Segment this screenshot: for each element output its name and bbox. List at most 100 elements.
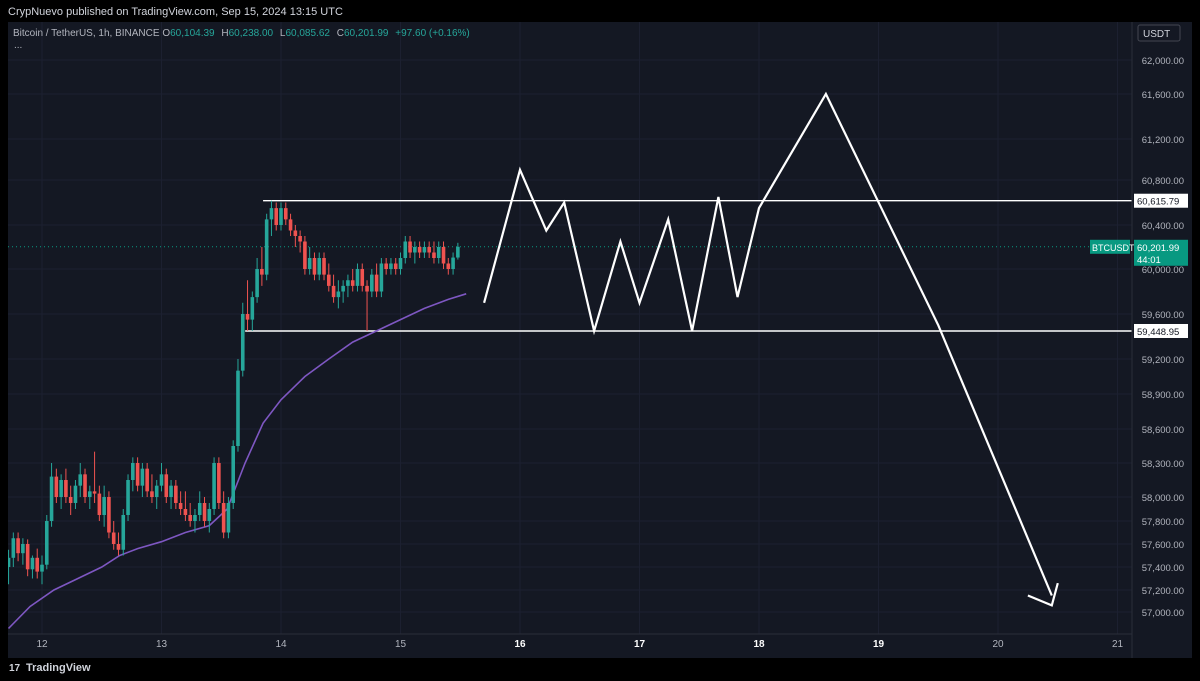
candle-body xyxy=(336,291,341,298)
time-tick-label: 21 xyxy=(1112,639,1124,650)
candle xyxy=(169,480,173,509)
candle-body xyxy=(154,485,159,497)
candle xyxy=(150,474,154,503)
projection-drawing[interactable] xyxy=(483,91,1059,607)
candle xyxy=(59,474,63,509)
candle xyxy=(240,302,245,377)
candle xyxy=(274,202,279,231)
candle xyxy=(322,252,326,281)
legend-more-icon[interactable]: ... xyxy=(14,40,23,51)
candle xyxy=(250,291,255,331)
candle-body xyxy=(255,269,259,298)
level-price-label: 59,448.95 xyxy=(1137,327,1179,338)
candles xyxy=(8,200,460,585)
price-tick-label: 58,600.00 xyxy=(1142,425,1184,436)
candle-body xyxy=(121,515,126,550)
candle xyxy=(174,480,178,509)
candle xyxy=(279,202,283,231)
low-label: L xyxy=(279,28,286,39)
candle xyxy=(327,263,331,292)
price-tick-label: 60,800.00 xyxy=(1142,176,1184,187)
price-tick-label: 62,000.00 xyxy=(1142,56,1184,67)
candle-body xyxy=(54,476,59,497)
candle xyxy=(30,555,35,579)
candle xyxy=(140,463,145,497)
publisher-text: CrypNuevo published on TradingView.com, … xyxy=(8,6,343,18)
candle-body xyxy=(293,230,298,236)
projection-path[interactable] xyxy=(483,91,1053,596)
candle xyxy=(288,213,293,236)
candle-body xyxy=(231,446,235,503)
price-tick-label: 57,800.00 xyxy=(1142,517,1184,528)
candle-body xyxy=(436,247,441,258)
price-chart[interactable]: USDT 62,000.00 61,600.00 61,200.00 60,800.00… xyxy=(8,22,1192,658)
time-axis[interactable]: 12 13 14 15 16 17 18 19 20 21 xyxy=(8,633,1132,650)
level-price-label: 60,615.79 xyxy=(1137,197,1179,208)
candle xyxy=(159,463,164,492)
price-tick-label: 60,400.00 xyxy=(1142,221,1184,232)
candle xyxy=(164,468,169,503)
moving-average-line xyxy=(8,293,467,630)
candle xyxy=(436,241,441,264)
candle-body xyxy=(451,257,455,269)
candle xyxy=(231,440,235,509)
candle xyxy=(145,463,149,497)
candle xyxy=(417,241,422,258)
candle xyxy=(413,241,417,264)
candle xyxy=(121,509,126,556)
candle-body xyxy=(236,370,240,446)
candle-body xyxy=(207,509,212,521)
candle xyxy=(64,468,68,503)
candle xyxy=(432,241,436,264)
candle-body xyxy=(288,219,293,231)
candle-body xyxy=(303,241,307,269)
last-price-tag xyxy=(1134,239,1188,266)
candle-body xyxy=(240,314,245,371)
symbol-tag xyxy=(1090,239,1130,254)
candle xyxy=(307,247,312,275)
candle-body xyxy=(346,280,350,286)
candle-body xyxy=(283,208,288,220)
projection-arrow-head[interactable] xyxy=(1027,582,1059,607)
candle-body xyxy=(217,463,221,503)
candle-body xyxy=(427,247,431,253)
candle-body xyxy=(116,544,121,550)
candle-body xyxy=(169,485,173,497)
candle-body xyxy=(374,274,379,292)
candle-body xyxy=(68,497,73,503)
level-price-tag xyxy=(1134,193,1188,208)
price-tick-label: 58,300.00 xyxy=(1142,459,1184,470)
symbol-name: Bitcoin / TetherUS, 1h, BINANCE xyxy=(13,28,160,39)
candle xyxy=(126,474,130,521)
candle xyxy=(341,280,345,303)
candle-body xyxy=(212,463,216,509)
candle-body xyxy=(188,515,192,521)
time-tick-label: 14 xyxy=(275,639,287,650)
chart-area[interactable]: USDT 62,000.00 61,600.00 61,200.00 60,800.00… xyxy=(8,22,1192,658)
time-tick-label: 16 xyxy=(514,639,526,650)
symbol-tag-label: BTCUSDT xyxy=(1092,243,1135,253)
candle-body xyxy=(174,485,178,503)
open-label: O xyxy=(162,28,171,39)
currency-box[interactable] xyxy=(1137,24,1181,42)
candle-body xyxy=(107,497,111,533)
candle xyxy=(207,503,212,533)
candle-body xyxy=(398,258,403,269)
candle-body xyxy=(44,521,49,565)
candle xyxy=(398,252,403,275)
candle-body xyxy=(441,247,446,264)
symbol-legend: Bitcoin / TetherUS, 1h, BINANCE O60,104.… xyxy=(13,28,474,39)
price-axis[interactable]: USDT 62,000.00 61,600.00 61,200.00 60,800.00… xyxy=(1090,22,1192,658)
candle xyxy=(312,252,317,281)
candle-body xyxy=(25,544,30,570)
candle xyxy=(135,457,140,492)
candle-body xyxy=(111,532,116,544)
price-tick-label: 59,200.00 xyxy=(1142,355,1184,366)
candle xyxy=(427,241,431,258)
open-value: 60,104.39 xyxy=(170,28,215,39)
time-tick-label: 13 xyxy=(156,639,168,650)
candle-body xyxy=(64,480,68,497)
candle xyxy=(116,532,121,556)
horizontal-levels[interactable] xyxy=(245,200,1132,332)
currency-label[interactable]: USDT xyxy=(1143,29,1170,40)
